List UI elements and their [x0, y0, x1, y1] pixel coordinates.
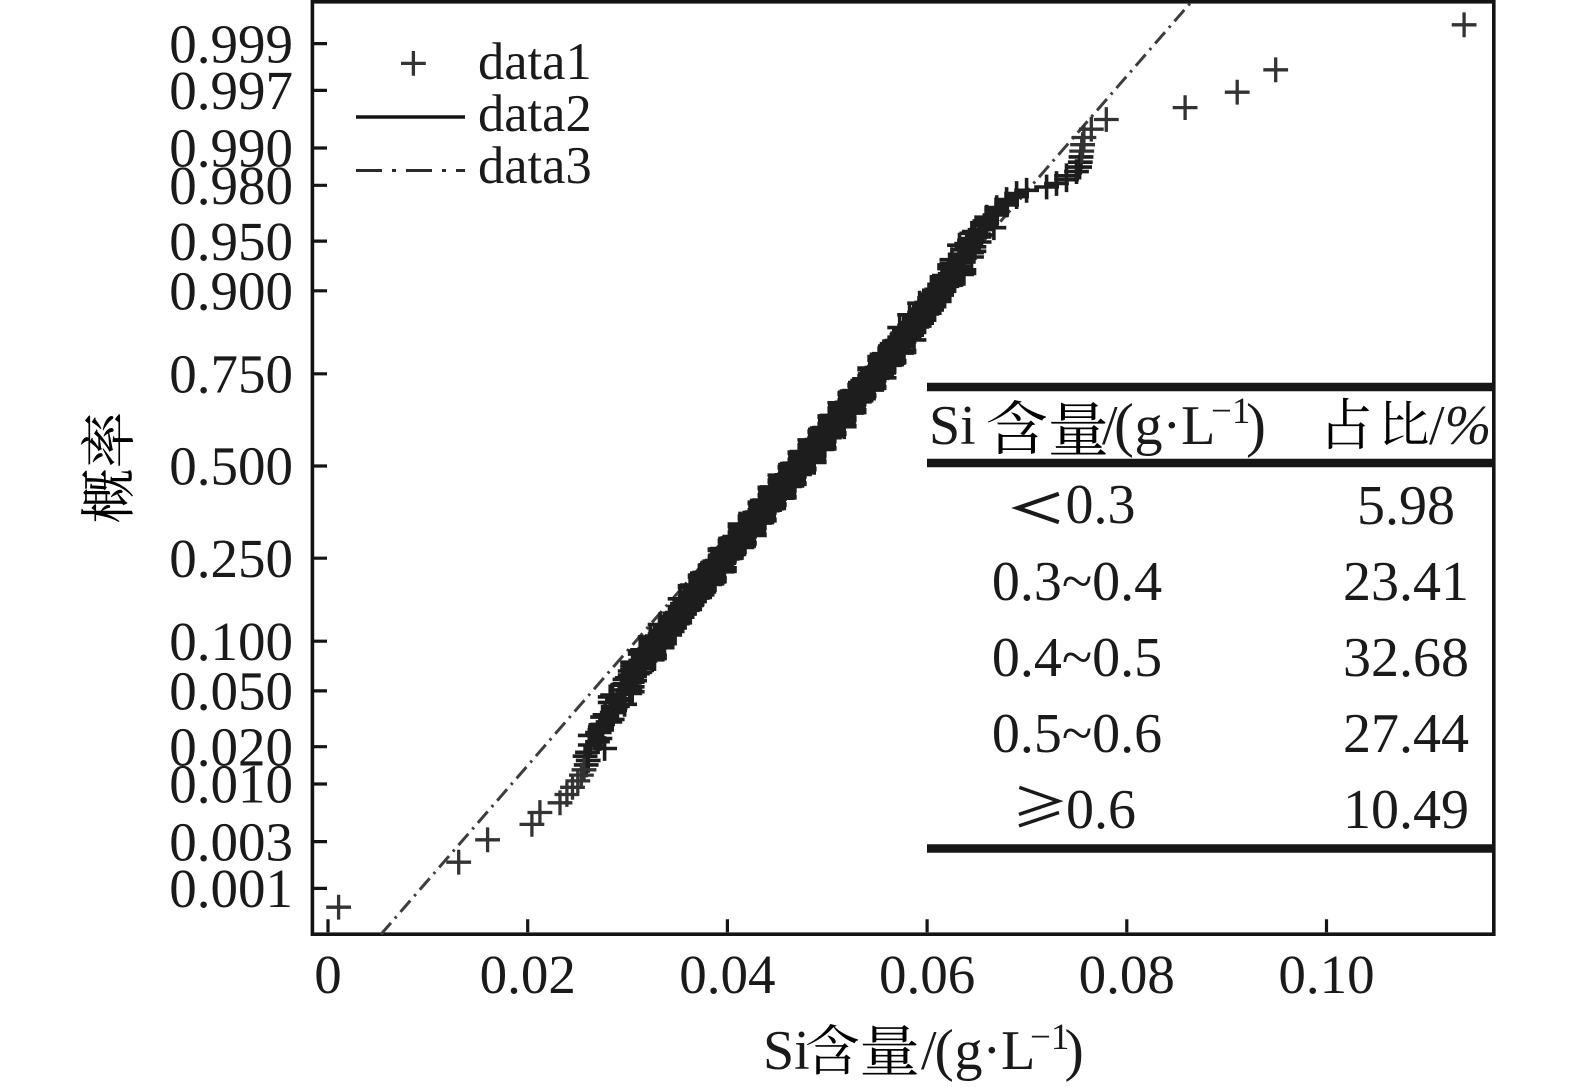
svg-text:): ): [1246, 392, 1266, 458]
svg-text:0.500: 0.500: [169, 436, 293, 497]
svg-text:0.020: 0.020: [169, 716, 293, 777]
svg-text:Si: Si: [763, 1020, 810, 1082]
svg-text:/%: /%: [1429, 395, 1491, 457]
svg-text:0.001: 0.001: [169, 858, 293, 919]
svg-text:0.5~0.6: 0.5~0.6: [992, 703, 1162, 765]
svg-text:0.10: 0.10: [1278, 944, 1374, 1005]
svg-text:/: /: [921, 1020, 937, 1082]
svg-text:0.003: 0.003: [169, 811, 293, 872]
svg-text:23.41: 23.41: [1343, 551, 1469, 613]
svg-text:0.100: 0.100: [169, 611, 293, 672]
svg-text:0.990: 0.990: [169, 118, 293, 179]
svg-text:0.4~0.5: 0.4~0.5: [992, 627, 1162, 689]
svg-text:0.750: 0.750: [169, 344, 293, 405]
svg-text:data1: data1: [478, 33, 592, 91]
svg-text:10.49: 10.49: [1343, 779, 1469, 841]
svg-text:−1: −1: [1211, 391, 1250, 432]
svg-text:0.997: 0.997: [169, 60, 293, 121]
svg-text:Si: Si: [929, 395, 976, 457]
svg-text:0.3~0.4: 0.3~0.4: [992, 551, 1162, 613]
svg-text:32.68: 32.68: [1343, 627, 1469, 689]
svg-text:g·L: g·L: [955, 1020, 1036, 1082]
svg-text:27.44: 27.44: [1343, 703, 1469, 765]
svg-text:(: (: [1114, 392, 1134, 458]
svg-text:0.900: 0.900: [169, 261, 293, 322]
svg-text:0.08: 0.08: [1079, 944, 1175, 1005]
svg-text:0.3: 0.3: [1066, 474, 1136, 536]
svg-text:): ): [1065, 1018, 1084, 1083]
svg-text:0.010: 0.010: [169, 754, 293, 815]
svg-text:0.980: 0.980: [169, 155, 293, 216]
svg-text:0.02: 0.02: [480, 944, 576, 1005]
svg-text:5.98: 5.98: [1357, 475, 1455, 537]
svg-text:0.250: 0.250: [169, 528, 293, 589]
svg-text:0.999: 0.999: [169, 13, 293, 74]
svg-text:0.04: 0.04: [679, 944, 775, 1005]
svg-text:(: (: [935, 1018, 954, 1083]
svg-text:0.06: 0.06: [879, 944, 975, 1005]
svg-text:−1: −1: [1030, 1017, 1069, 1058]
svg-text:g·L: g·L: [1135, 395, 1216, 457]
svg-text:0.6: 0.6: [1066, 779, 1136, 841]
svg-text:/: /: [1102, 395, 1118, 457]
svg-text:data3: data3: [478, 137, 592, 195]
svg-text:0.050: 0.050: [169, 661, 293, 722]
svg-text:data2: data2: [478, 85, 592, 143]
svg-text:0.950: 0.950: [169, 211, 293, 272]
svg-text:0: 0: [314, 944, 342, 1005]
